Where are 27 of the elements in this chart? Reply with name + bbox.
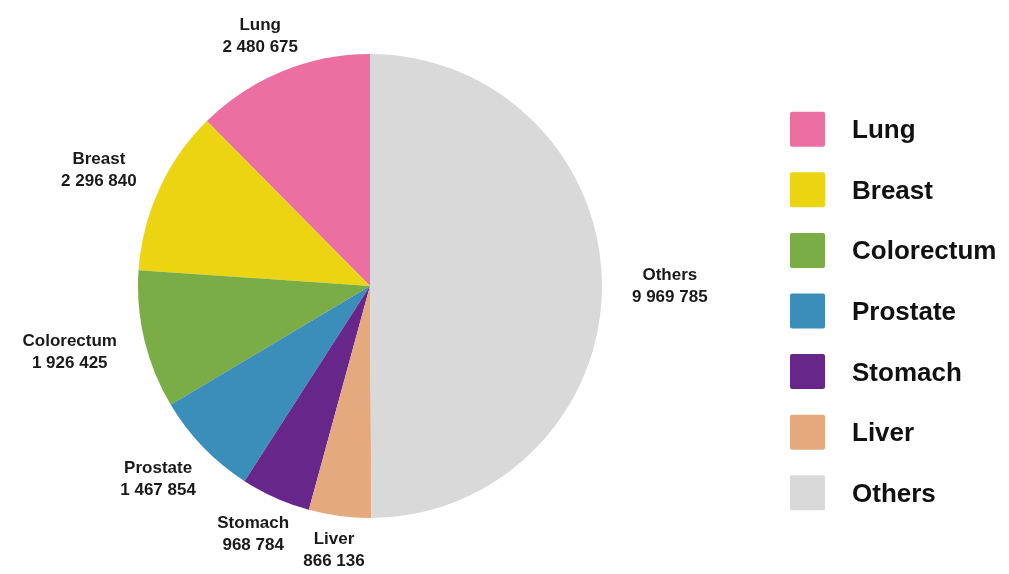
- pie-slice: [138, 121, 370, 286]
- slice-label: Prostate: [124, 457, 193, 477]
- slice-label: Lung: [239, 15, 281, 35]
- pie-slice: [244, 286, 370, 510]
- legend-label: Prostate: [852, 296, 957, 326]
- pie-slice: [308, 286, 372, 518]
- slice-label: Stomach: [217, 512, 290, 532]
- data-label: 1 467 854: [120, 479, 197, 499]
- pie-slice: [138, 270, 370, 405]
- slice-label: Colorectum: [22, 330, 117, 350]
- legend-label: Others: [852, 477, 936, 508]
- pie-slice: [370, 54, 602, 518]
- pie-slice: [206, 54, 370, 286]
- legend-label: Breast: [852, 174, 934, 205]
- legend-label: Stomach: [852, 356, 962, 387]
- legend-label: Lung: [852, 114, 916, 145]
- slice-label: Liver: [313, 529, 355, 549]
- slice-label: Breast: [72, 149, 126, 168]
- legend-label: Colorectum: [852, 235, 997, 266]
- legend-label: Liver: [852, 417, 915, 448]
- slice-label: Others: [642, 264, 698, 284]
- data-label: 866 136: [303, 551, 365, 571]
- data-label: 2 480 675: [222, 37, 299, 57]
- data-label: 968 784: [222, 534, 285, 554]
- data-label: 9 969 785: [631, 286, 708, 306]
- data-label: 2 296 840: [61, 171, 137, 190]
- data-label: 1 926 425: [31, 352, 108, 372]
